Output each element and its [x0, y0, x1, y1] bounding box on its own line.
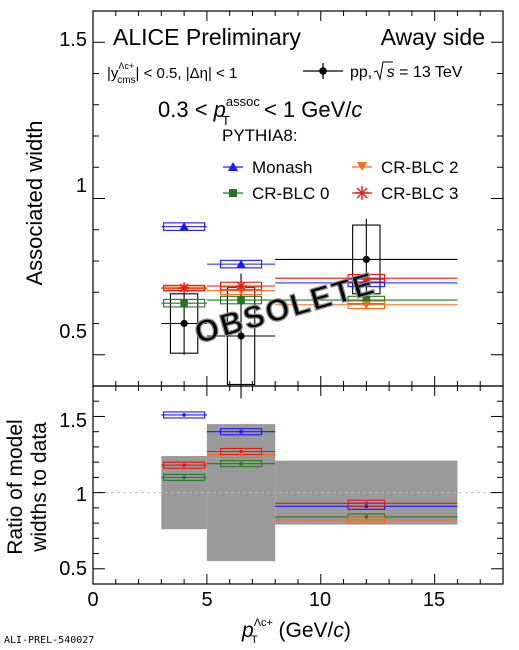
- legend-blc3-label: CR-BLC 3: [381, 184, 458, 203]
- blc2-ratio-point: [364, 518, 369, 522]
- legend-entry-blc3: CR-BLC 3: [352, 184, 458, 203]
- blc0-ratio-point: [364, 515, 369, 519]
- legend-monash-label: Monash: [252, 158, 312, 177]
- monash-point: [236, 259, 246, 268]
- blc0-ratio-box: [163, 473, 206, 481]
- bottom-ytick-label-2: 1.5: [59, 410, 87, 432]
- chart-title: ALICE Preliminary: [113, 24, 301, 50]
- x-axis-title-c: c: [333, 619, 344, 642]
- x-axis-title-rest: (GeV/: [273, 619, 334, 642]
- monash-ratio-point: [364, 504, 369, 509]
- blc3-point: [360, 272, 372, 284]
- legend-entry-monash: Monash: [223, 158, 312, 177]
- legend-header: PYTHIA8:: [222, 126, 298, 145]
- pt-range-sup: assoc: [226, 94, 260, 109]
- xtick-label-1: 5: [201, 589, 212, 611]
- preliminary-id: ALI-PREL-540027: [4, 635, 94, 646]
- x-axis-title-p: p: [241, 619, 254, 642]
- legend-data-post: = 13 TeV: [395, 64, 463, 81]
- top-markers: [178, 222, 372, 340]
- blc0-point: [237, 296, 245, 304]
- x-axis-title-sup: Λc+: [254, 617, 273, 629]
- blc0-ratio-point: [239, 461, 243, 466]
- selection-rest: | < 0.5, |Δη| < 1: [136, 65, 238, 82]
- legend-data-label: pp, s = 13 TeV: [350, 64, 463, 81]
- pt-range-sub: T: [222, 113, 230, 128]
- legend-data-marker: [319, 67, 327, 75]
- pt-range-a: 0.3 <: [158, 97, 214, 122]
- legend-entry-blc2: CR-BLC 2: [352, 158, 458, 177]
- top-ytick-label-1: 1: [76, 175, 87, 197]
- top-ytick-label-0: 0.5: [59, 321, 87, 343]
- selection-sub: cms: [117, 75, 135, 86]
- blc2-point: [361, 301, 371, 310]
- pt-range-b: < 1 GeV/: [258, 97, 352, 122]
- pt-range-p: p: [213, 97, 226, 122]
- pt-range-text: 0.3 < passoc T < 1 GeV/c: [158, 94, 362, 128]
- monash-point: [179, 222, 189, 231]
- monash-ratio-point: [182, 413, 186, 417]
- top-ytick-label-2: 1.5: [59, 29, 87, 51]
- legend-blc0-label: CR-BLC 0: [252, 184, 329, 203]
- blc3-ratio-point: [239, 449, 243, 454]
- x-axis-title-sub: T: [251, 634, 258, 646]
- xtick-label-0: 0: [87, 589, 98, 611]
- blc3-ratio-point: [182, 463, 186, 468]
- legend-blc0-marker: [229, 189, 237, 197]
- legend: Monash CR-BLC 0 CR-BLC 2 CR-BLC 3: [223, 158, 458, 203]
- blc0-ratio-point: [182, 475, 186, 480]
- data-point: [237, 332, 245, 340]
- top-y-axis-title: Associated width: [22, 120, 47, 285]
- legend-entry-data: pp, s = 13 TeV: [303, 61, 463, 81]
- monash-ratio-point: [239, 429, 243, 434]
- x-axis-title: pΛc+ T (GeV/c): [241, 617, 351, 646]
- monash-ratio-box: [220, 428, 263, 436]
- legend-data-pre: pp,: [350, 64, 377, 81]
- bottom-markers: [182, 413, 369, 522]
- data-uncertainty-band: [206, 424, 276, 562]
- bottom-y-axis-title-line2: widths to data: [28, 422, 51, 553]
- data-point: [180, 319, 188, 328]
- xtick-label-2: 10: [309, 589, 331, 611]
- legend-blc2-marker: [357, 162, 367, 171]
- legend-blc2-label: CR-BLC 2: [381, 158, 458, 177]
- selection-y: |y: [107, 65, 119, 82]
- blc3-ratio-point: [364, 501, 369, 506]
- away-side-label: Away side: [381, 24, 485, 50]
- blc0-point: [180, 299, 188, 307]
- monash-ratio-box: [163, 411, 206, 419]
- blc3-ratio-box: [163, 461, 206, 469]
- x-axis-title-end: ): [344, 619, 351, 642]
- bottom-y-axis-title-line1: Ratio of model: [4, 419, 27, 554]
- pt-range-c: c: [351, 97, 362, 122]
- legend-blc3-marker: [355, 186, 369, 200]
- legend-sqrt-sign: [373, 61, 393, 81]
- data-point: [362, 255, 370, 264]
- legend-monash-marker: [228, 162, 238, 171]
- bottom-ytick-label-0: 0.5: [59, 558, 87, 580]
- axis-ticks: [92, 10, 504, 585]
- selection-sup: Λc+: [118, 61, 134, 71]
- blc0-ratio-box: [220, 460, 263, 468]
- blc0-point: [362, 296, 371, 304]
- blc3-point: [235, 280, 247, 292]
- blc2-ratio-point: [239, 452, 243, 457]
- selection-text: |yΛc+ cms| < 0.5, |Δη| < 1: [107, 61, 237, 86]
- blc3-point: [178, 282, 190, 294]
- bottom-ytick-label-1: 1: [76, 484, 87, 506]
- legend-entry-blc0: CR-BLC 0: [223, 184, 329, 203]
- legend-data-s: s: [387, 64, 395, 81]
- xtick-label-3: 15: [423, 589, 445, 611]
